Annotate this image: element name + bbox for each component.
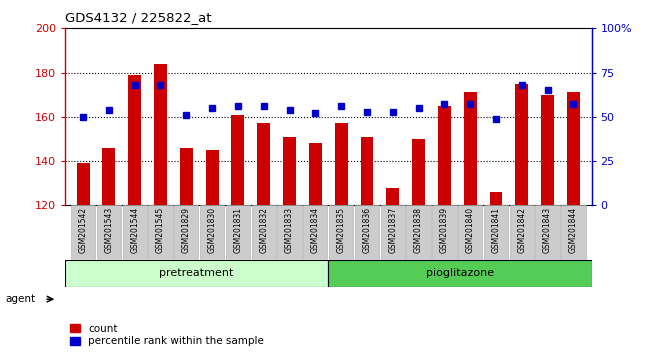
Bar [154,64,167,205]
Text: GSM201542: GSM201542 [79,207,88,253]
Text: GSM201833: GSM201833 [285,207,294,253]
Text: pretreatment: pretreatment [159,268,234,279]
Bar [412,139,425,205]
Bar [128,75,141,205]
Text: GSM201837: GSM201837 [388,207,397,253]
Bar [309,143,322,205]
Bar [123,205,147,260]
Bar [148,205,173,260]
Bar [252,205,276,260]
Bar [103,148,115,205]
Bar [205,150,218,205]
Text: GSM201841: GSM201841 [491,207,500,253]
Bar [283,137,296,205]
Text: GSM201545: GSM201545 [156,207,165,253]
Bar [361,137,373,205]
Bar [432,205,456,260]
Bar [329,205,354,260]
Bar [567,92,580,205]
Text: GSM201829: GSM201829 [182,207,191,253]
Text: pioglitazone: pioglitazone [426,268,494,279]
Bar [335,124,348,205]
Text: GSM201836: GSM201836 [363,207,371,253]
Bar [180,148,193,205]
Bar [484,205,508,260]
Bar [381,205,405,260]
Bar [406,205,431,260]
Bar [200,205,224,260]
Bar [510,205,534,260]
Text: GSM201543: GSM201543 [105,207,113,253]
Text: GSM201839: GSM201839 [440,207,449,253]
Bar [328,260,592,287]
Bar [463,92,476,205]
Text: GSM201844: GSM201844 [569,207,578,253]
Bar [97,205,121,260]
Bar [438,106,451,205]
Text: GSM201835: GSM201835 [337,207,346,253]
Text: GSM201840: GSM201840 [465,207,474,253]
Bar [386,188,399,205]
Bar [174,205,198,260]
Bar [278,205,302,260]
Bar [226,205,250,260]
Text: GSM201544: GSM201544 [130,207,139,253]
Text: GSM201830: GSM201830 [207,207,216,253]
Bar [77,163,90,205]
Text: GSM201834: GSM201834 [311,207,320,253]
Bar [231,115,244,205]
Bar [458,205,482,260]
Bar [65,260,328,287]
Bar [541,95,554,205]
Text: GSM201842: GSM201842 [517,207,526,253]
Legend: count, percentile rank within the sample: count, percentile rank within the sample [70,324,264,347]
Bar [257,124,270,205]
Bar [303,205,328,260]
Bar [355,205,379,260]
Bar [515,84,528,205]
Text: agent: agent [5,294,35,304]
Text: GSM201843: GSM201843 [543,207,552,253]
Bar [489,192,502,205]
Bar [71,205,95,260]
Text: GSM201832: GSM201832 [259,207,268,253]
Text: GSM201831: GSM201831 [233,207,242,253]
Text: GDS4132 / 225822_at: GDS4132 / 225822_at [65,11,211,24]
Text: GSM201838: GSM201838 [414,207,423,253]
Bar [536,205,560,260]
Bar [562,205,586,260]
